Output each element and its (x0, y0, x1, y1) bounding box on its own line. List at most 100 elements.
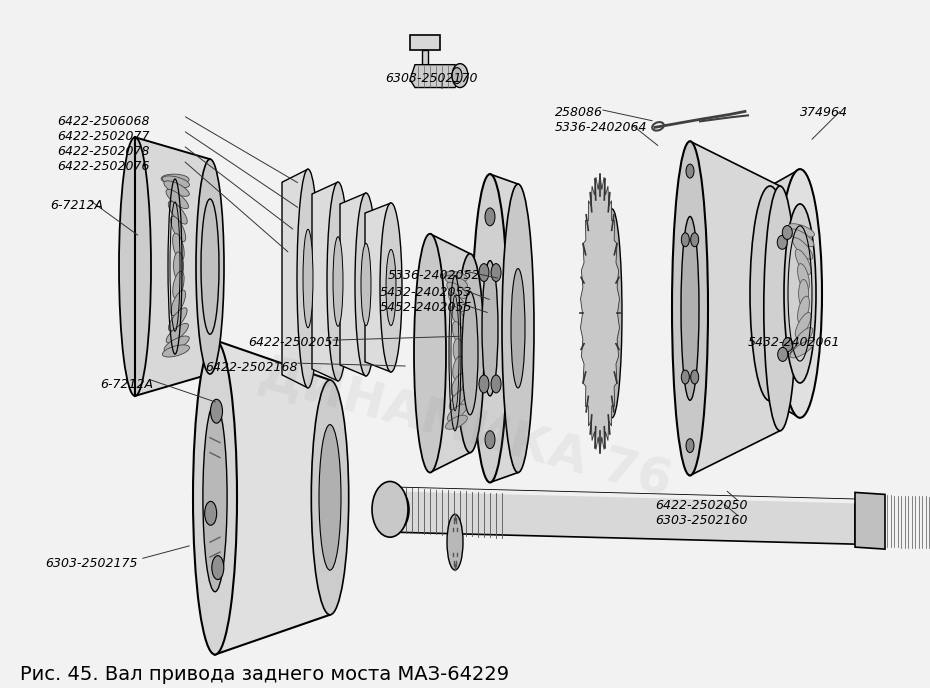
Text: 374964: 374964 (800, 107, 848, 120)
Text: 6422-2502168: 6422-2502168 (205, 361, 298, 374)
Polygon shape (690, 141, 780, 475)
Ellipse shape (602, 209, 622, 418)
Text: 258086: 258086 (555, 107, 603, 120)
Ellipse shape (672, 141, 708, 475)
Ellipse shape (171, 290, 186, 316)
Text: 6303-2502175: 6303-2502175 (45, 557, 138, 570)
Polygon shape (422, 50, 428, 65)
Ellipse shape (451, 306, 465, 327)
Ellipse shape (380, 203, 402, 372)
Text: 5432-2402053: 5432-2402053 (380, 286, 472, 299)
Ellipse shape (764, 186, 796, 431)
Text: 6422-2506068: 6422-2506068 (57, 116, 150, 129)
Ellipse shape (447, 404, 467, 421)
Ellipse shape (210, 399, 222, 423)
Polygon shape (135, 138, 210, 396)
Text: 5432-2402061: 5432-2402061 (748, 336, 841, 350)
Polygon shape (215, 340, 330, 654)
Ellipse shape (784, 204, 816, 383)
Ellipse shape (485, 208, 495, 226)
Ellipse shape (792, 327, 813, 350)
Polygon shape (855, 493, 885, 549)
Ellipse shape (491, 375, 501, 393)
Polygon shape (395, 487, 855, 504)
Ellipse shape (511, 268, 525, 388)
Ellipse shape (451, 374, 465, 396)
Text: 6422-2502078: 6422-2502078 (57, 145, 150, 158)
Ellipse shape (777, 235, 787, 249)
Ellipse shape (446, 282, 467, 299)
Text: 6303-2502170: 6303-2502170 (385, 72, 477, 85)
Ellipse shape (193, 340, 237, 654)
Ellipse shape (381, 488, 409, 532)
Ellipse shape (691, 233, 698, 247)
Ellipse shape (502, 184, 534, 473)
Ellipse shape (361, 244, 371, 325)
Ellipse shape (212, 556, 224, 579)
Text: 6-7212А: 6-7212А (50, 199, 103, 212)
Ellipse shape (682, 370, 689, 384)
Ellipse shape (482, 261, 498, 396)
Ellipse shape (453, 356, 463, 380)
Ellipse shape (119, 138, 151, 396)
Ellipse shape (788, 224, 815, 237)
Ellipse shape (319, 424, 341, 570)
Ellipse shape (750, 186, 790, 401)
Polygon shape (410, 65, 460, 87)
Polygon shape (312, 182, 338, 381)
Ellipse shape (327, 182, 349, 381)
Ellipse shape (783, 338, 792, 352)
Ellipse shape (162, 176, 190, 188)
Ellipse shape (168, 308, 187, 331)
Ellipse shape (168, 202, 187, 224)
Ellipse shape (448, 292, 466, 312)
Ellipse shape (778, 169, 822, 418)
Ellipse shape (799, 279, 808, 308)
Ellipse shape (163, 345, 190, 357)
Ellipse shape (447, 515, 463, 570)
Ellipse shape (205, 502, 217, 525)
Ellipse shape (462, 292, 478, 415)
Polygon shape (430, 234, 470, 473)
Ellipse shape (456, 254, 484, 453)
Polygon shape (282, 169, 308, 388)
Polygon shape (770, 169, 800, 418)
Ellipse shape (479, 264, 489, 281)
Ellipse shape (452, 321, 464, 345)
Polygon shape (580, 174, 619, 453)
Ellipse shape (790, 229, 814, 246)
Ellipse shape (445, 275, 468, 288)
Ellipse shape (203, 403, 227, 592)
Ellipse shape (173, 271, 184, 299)
Ellipse shape (686, 164, 694, 178)
Polygon shape (340, 193, 366, 376)
Ellipse shape (170, 216, 186, 241)
Ellipse shape (681, 217, 699, 400)
Text: 6422-2502051: 6422-2502051 (248, 336, 340, 350)
Ellipse shape (372, 482, 408, 537)
Polygon shape (365, 203, 391, 372)
Ellipse shape (173, 233, 184, 261)
Ellipse shape (174, 252, 183, 280)
Text: 5336-2402052: 5336-2402052 (388, 268, 481, 281)
Ellipse shape (386, 250, 396, 325)
Ellipse shape (691, 370, 698, 384)
Ellipse shape (485, 431, 495, 449)
Ellipse shape (682, 233, 689, 247)
Ellipse shape (777, 347, 788, 361)
Ellipse shape (449, 390, 466, 410)
Polygon shape (596, 184, 604, 442)
Ellipse shape (161, 174, 189, 184)
Ellipse shape (297, 169, 319, 388)
Text: 6303-2502160: 6303-2502160 (655, 515, 748, 527)
Ellipse shape (795, 312, 811, 338)
Text: Рис. 45. Вал привода заднего моста МАЗ-64229: Рис. 45. Вал привода заднего моста МАЗ-6… (20, 665, 509, 683)
Polygon shape (395, 487, 855, 544)
Ellipse shape (782, 226, 792, 239)
Ellipse shape (414, 234, 446, 473)
Text: ДИНАМИКА 76: ДИНАМИКА 76 (253, 350, 677, 506)
Ellipse shape (472, 174, 508, 482)
Ellipse shape (166, 323, 189, 343)
Ellipse shape (686, 439, 694, 453)
Ellipse shape (795, 250, 811, 275)
